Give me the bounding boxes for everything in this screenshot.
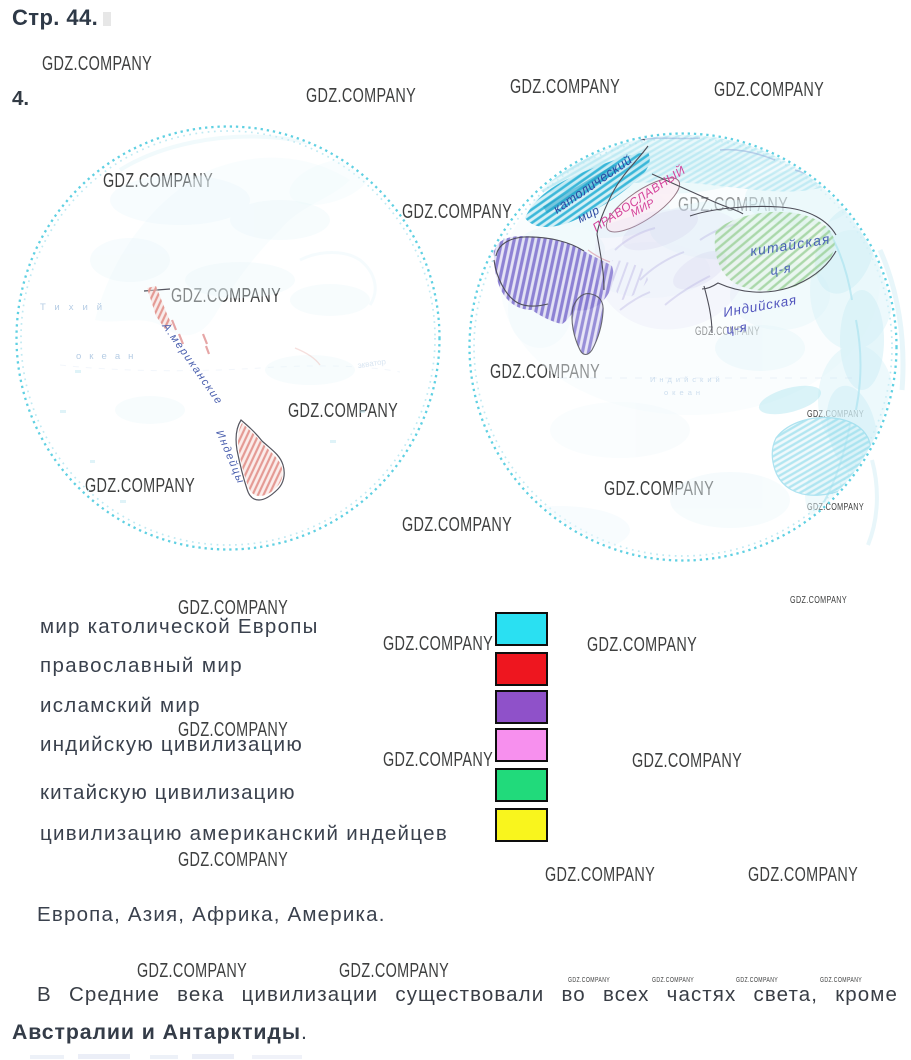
svg-text:ц-я: ц-я <box>769 260 792 278</box>
svg-text:океан: океан <box>664 388 704 397</box>
svg-text:Тихий: Тихий <box>40 302 111 313</box>
svg-text:океан: океан <box>76 351 141 362</box>
svg-text:экватор: экватор <box>357 357 387 370</box>
svg-text:ц-я: ц-я <box>725 319 748 337</box>
svg-text:Индийский: Индийский <box>650 375 724 384</box>
